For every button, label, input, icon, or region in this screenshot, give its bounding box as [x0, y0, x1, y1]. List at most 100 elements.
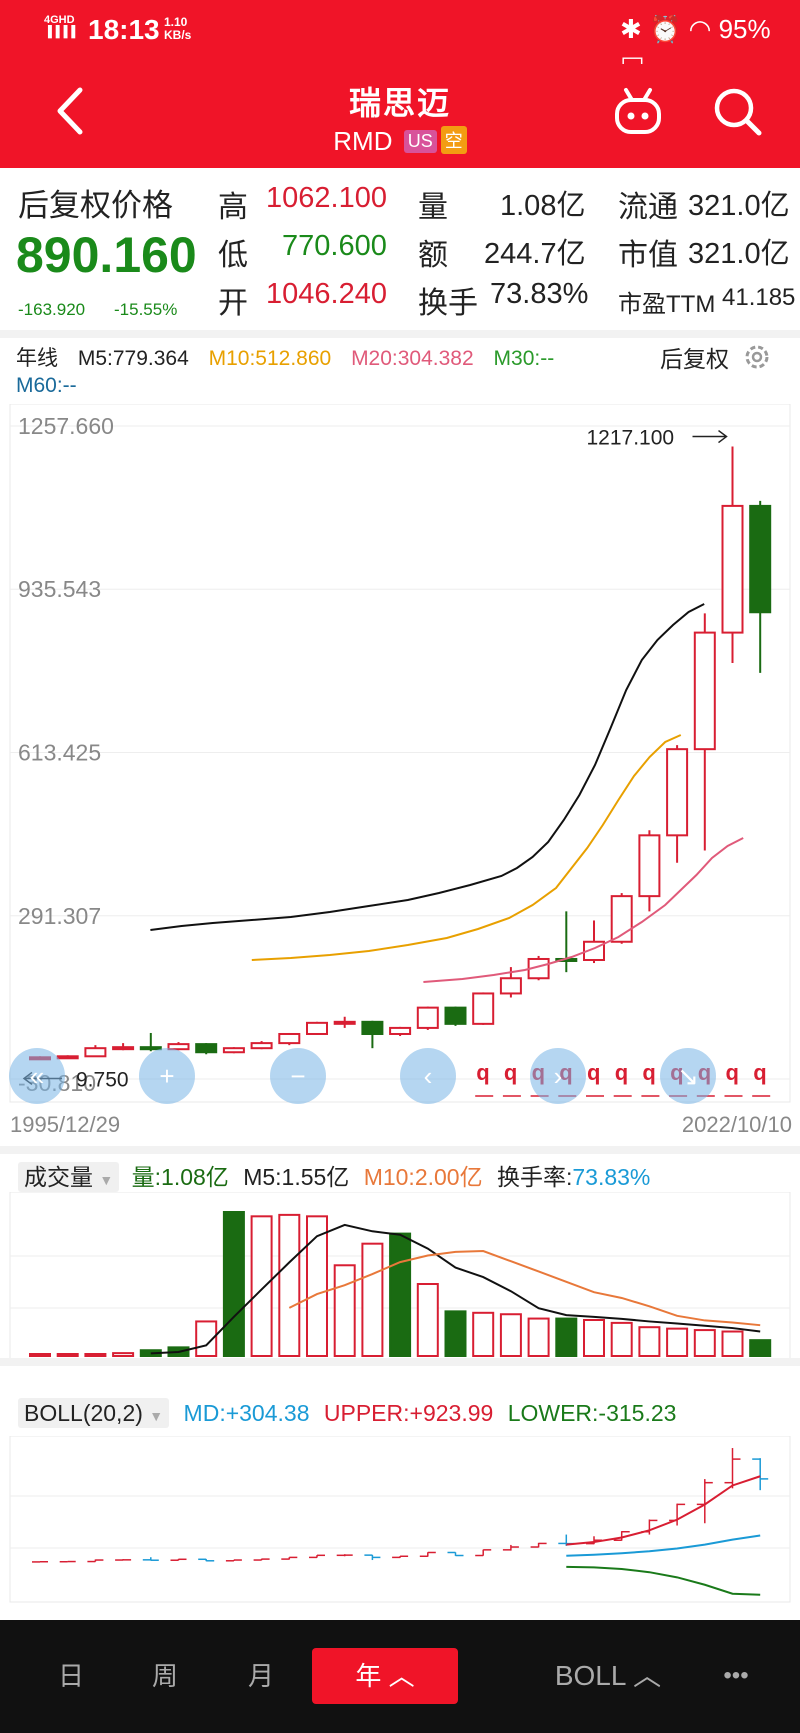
- volume-bar: [416, 1283, 439, 1357]
- chart-control-icon: +: [159, 1061, 174, 1091]
- volume-turnover-label: 换手率:: [496, 1164, 573, 1190]
- high-value: 1062.100: [266, 182, 387, 214]
- volume-bar: [527, 1317, 550, 1357]
- volume-bar: [306, 1215, 328, 1357]
- tab-day[interactable]: 日: [57, 1661, 84, 1691]
- tab-year[interactable]: 年 ︿: [312, 1648, 458, 1704]
- candle-body: [666, 748, 689, 837]
- boll-selector[interactable]: BOLL(20,2) ▼: [18, 1398, 170, 1428]
- amount-label: 额: [418, 239, 448, 272]
- event-marker: q: [587, 1060, 600, 1085]
- alarm-icon: ⏰: [649, 14, 682, 44]
- ma10-label: M10:512.860: [208, 347, 332, 370]
- battery-percent: 95%: [718, 14, 771, 44]
- open-label: 开: [218, 287, 248, 320]
- bluetooth-icon: ✱: [620, 14, 642, 44]
- chart-control-button: [270, 1048, 326, 1104]
- settings-gear-icon[interactable]: [742, 342, 772, 372]
- boll-lower: LOWER:-315.23: [507, 1400, 677, 1426]
- volume-bar: [361, 1242, 384, 1357]
- status-bar: 4GHD ▐▐▐▐ 18:13 1.10 KB/s ✱ ⏰ ◠ 95% ▭: [0, 0, 800, 75]
- y-tick-label: 935.543: [18, 576, 101, 602]
- candle-body: [112, 1046, 135, 1051]
- event-marker: q: [726, 1060, 739, 1085]
- more-button[interactable]: •••: [723, 1662, 749, 1689]
- candle-body: [416, 1006, 439, 1029]
- candle-body: [167, 1043, 190, 1051]
- tab-month[interactable]: 月: [247, 1661, 274, 1691]
- volume-bar: [278, 1213, 301, 1357]
- ma5-label: M5:779.364: [77, 347, 189, 370]
- search-icon[interactable]: [712, 86, 764, 138]
- ma30-label: M30:--: [493, 347, 555, 370]
- volume-bar: [499, 1313, 522, 1357]
- market-badge: US: [403, 130, 437, 153]
- volume-bar: [84, 1353, 107, 1357]
- float-value: 321.0亿: [688, 190, 790, 222]
- chart-control-icon: ‹: [424, 1061, 433, 1091]
- boll-legend: BOLL(20,2) ▼ MD:+304.38 UPPER:+923.99 LO…: [18, 1398, 677, 1428]
- candle-body: [56, 1055, 79, 1060]
- chart-control-icon: ›: [554, 1061, 563, 1091]
- chart-control-button: [400, 1048, 456, 1104]
- stock-ticker-line: RMD US 空: [0, 126, 800, 157]
- float-label: 流通: [618, 191, 678, 224]
- back-icon[interactable]: [52, 86, 88, 136]
- volume-bar: [112, 1352, 135, 1357]
- divider: [0, 1146, 800, 1154]
- boll-md: MD:+304.38: [183, 1400, 310, 1426]
- candle-body: [389, 1026, 412, 1035]
- event-marker: q: [504, 1060, 517, 1085]
- adjust-button[interactable]: 后复权: [660, 346, 729, 372]
- tab-week[interactable]: 周: [151, 1661, 178, 1691]
- volume-selector[interactable]: 成交量 ▼: [18, 1162, 120, 1192]
- mktcap-value: 321.0亿: [688, 238, 790, 270]
- candlestick-chart[interactable]: 1257.660935.543613.425291.307-30.8101217…: [0, 404, 800, 1144]
- candle-body: [333, 1020, 356, 1025]
- volume-value: 1.08亿: [500, 190, 586, 222]
- volume-bar: [610, 1321, 633, 1358]
- volume-turnover-value: 73.83%: [572, 1164, 651, 1190]
- high-label: 高: [218, 191, 248, 224]
- ma5-line: [150, 603, 705, 931]
- candle-body: [472, 992, 495, 1025]
- chart-control-button: [530, 1048, 586, 1104]
- candle-body: [250, 1042, 273, 1050]
- period-tabbar: 日 周 月 年 ︿ BOLL ︿ •••: [0, 1620, 800, 1733]
- robot-assistant-icon[interactable]: [612, 86, 664, 138]
- nav-bar: 瑞思迈 RMD US 空: [0, 64, 800, 168]
- current-price: 890.160: [16, 227, 197, 283]
- volume-value-label: 量:1.08亿: [131, 1164, 229, 1190]
- volume-m5-label: M5:1.55亿: [243, 1164, 350, 1190]
- network-speed: 1.10 KB/s: [164, 15, 192, 42]
- volume-m10-label: M10:2.00亿: [363, 1164, 483, 1190]
- volume-bar: [721, 1330, 744, 1358]
- stock-name: 瑞思迈: [348, 85, 451, 121]
- chart-control-icon: «: [30, 1061, 44, 1091]
- volume-bar: [749, 1339, 772, 1358]
- indicator-selector[interactable]: BOLL ︿: [554, 1660, 662, 1691]
- candle-body: [749, 504, 772, 614]
- boll-lower-line: [566, 1565, 761, 1596]
- chevron-up-icon: ︿: [633, 1660, 662, 1691]
- quote-panel: 后复权价格 890.160 -163.920 -15.55% 高 1062.10…: [0, 168, 800, 328]
- volume-bar: [638, 1326, 661, 1357]
- max-price-annotation: 1217.100: [587, 427, 675, 450]
- y-tick-label: 291.307: [18, 903, 101, 929]
- turnover-value: 73.83%: [490, 278, 589, 310]
- divider: [0, 330, 800, 338]
- volume-label: 量: [418, 191, 448, 224]
- boll-frame: [9, 1436, 791, 1603]
- status-time: 18:13: [88, 14, 160, 45]
- volume-bar: [29, 1353, 51, 1357]
- divider: [0, 1358, 800, 1366]
- volume-m10-line: [288, 1250, 761, 1327]
- ma60-label: M60:--: [16, 374, 77, 397]
- open-value: 1046.240: [266, 278, 387, 310]
- candle-body: [361, 1020, 384, 1035]
- y-tick-label: 613.425: [18, 740, 101, 766]
- candle-body: [306, 1021, 328, 1035]
- pe-value: 41.185: [722, 284, 796, 311]
- candle-body: [693, 631, 716, 751]
- candle-body: [721, 504, 744, 634]
